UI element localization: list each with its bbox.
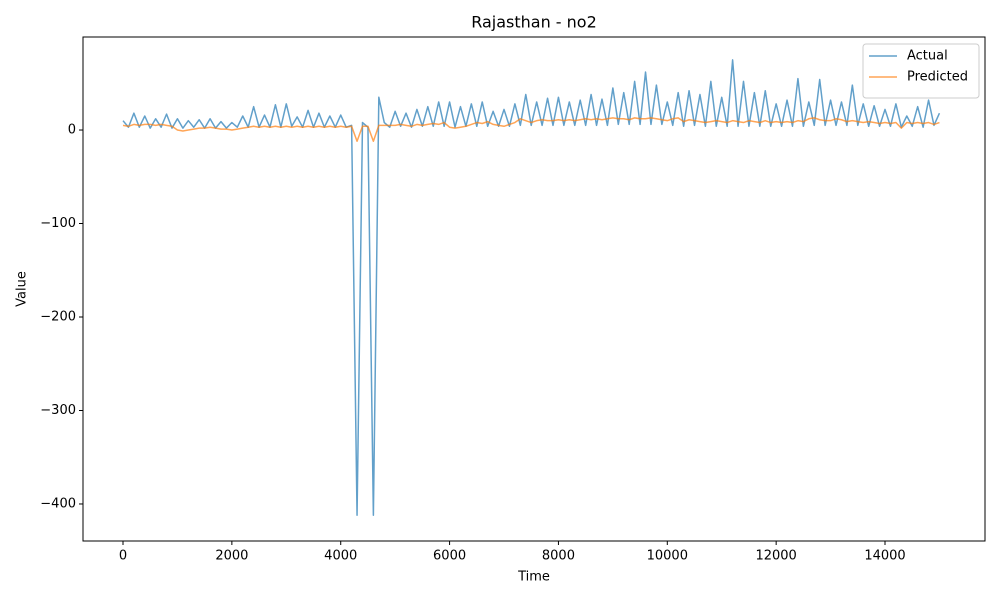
y-tick-label: −400 bbox=[40, 496, 76, 511]
x-tick-label: 14000 bbox=[864, 549, 905, 564]
chart-title: Rajasthan - no2 bbox=[471, 13, 597, 32]
plot-frame bbox=[82, 36, 986, 542]
x-tick-label: 12000 bbox=[755, 549, 796, 564]
y-tick-label: 0 bbox=[68, 123, 76, 138]
legend-box bbox=[862, 43, 980, 99]
y-tick-label: −200 bbox=[40, 310, 76, 325]
y-axis-label: Value bbox=[15, 271, 30, 307]
x-tick-label: 8000 bbox=[542, 549, 575, 564]
x-tick-label: 2000 bbox=[215, 549, 248, 564]
x-tick-label: 0 bbox=[119, 549, 127, 564]
y-tick-label: −300 bbox=[40, 403, 76, 418]
x-axis-label: Time bbox=[517, 570, 550, 585]
legend-label: Actual bbox=[907, 49, 948, 64]
y-tick-label: −100 bbox=[40, 216, 76, 231]
x-tick-label: 10000 bbox=[647, 549, 688, 564]
x-tick-label: 6000 bbox=[433, 549, 466, 564]
x-tick-label: 4000 bbox=[324, 549, 357, 564]
legend-label: Predicted bbox=[907, 70, 968, 85]
data-line bbox=[122, 117, 940, 142]
